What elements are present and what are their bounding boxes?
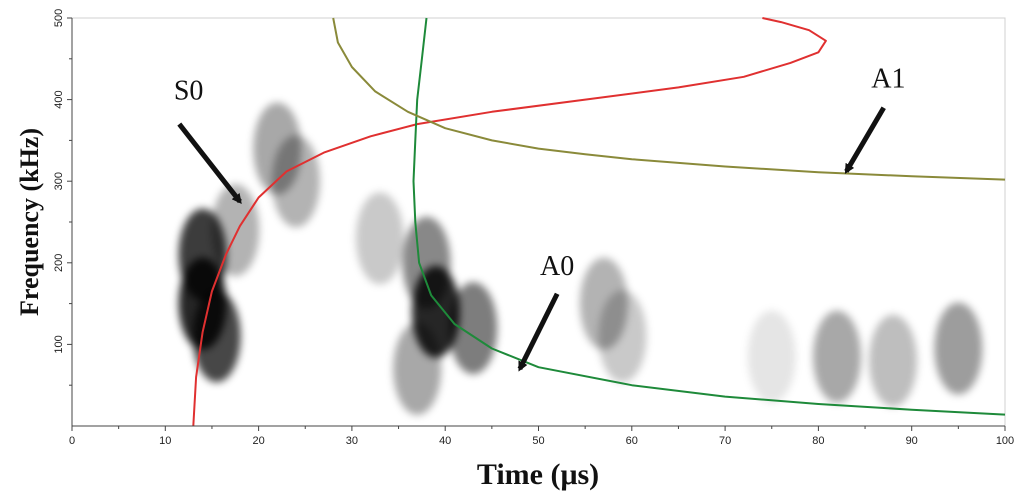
- spectrogram-blob-3: [211, 184, 260, 277]
- y-tick-label: 100: [53, 335, 65, 353]
- spectrogram-blob-8: [402, 216, 451, 309]
- y-tick-label: 500: [53, 9, 65, 27]
- x-tick-label: 60: [626, 435, 638, 447]
- x-tick-label: 100: [996, 435, 1014, 447]
- spectrogram-blob-13: [747, 310, 796, 403]
- x-tick-label: 0: [69, 435, 75, 447]
- spectrogram-blob-2: [192, 290, 241, 383]
- y-tick-label: 400: [53, 90, 65, 108]
- x-tick-label: 70: [719, 435, 731, 447]
- annotation-label-s0: S0: [174, 76, 204, 107]
- x-tick-label: 50: [532, 435, 544, 447]
- spectrogram-blob-15: [869, 314, 918, 407]
- x-tick-label: 90: [906, 435, 918, 447]
- x-tick-label: 10: [159, 435, 171, 447]
- spectrogram-blob-10: [393, 322, 442, 415]
- y-tick-label: 200: [53, 254, 65, 272]
- annotation-arrow-a0: [517, 292, 560, 372]
- spectrogram-blob-16: [934, 302, 983, 395]
- axes: 0 10 20 30 40 50 60 70 80 90 100 100 200 300 400 500: [53, 9, 1014, 447]
- annotation-arrow-a1: [844, 106, 886, 174]
- x-tick-label: 30: [346, 435, 358, 447]
- series-line-a1: [332, 17, 1006, 181]
- series-line-s0: [192, 17, 827, 427]
- spectrogram-blob-12: [598, 290, 647, 383]
- x-tick-label: 20: [252, 435, 264, 447]
- annotation-label-a0: A0: [540, 251, 574, 282]
- x-tick-label: 40: [439, 435, 451, 447]
- x-axis-title: Time (μs): [477, 458, 599, 491]
- x-tick-label: 80: [812, 435, 824, 447]
- spectrogram-blob-6: [355, 192, 404, 285]
- series-line-a0: [412, 17, 1006, 416]
- annotations: S0 A1 A0: [174, 63, 905, 372]
- dispersion-curves: [192, 17, 1006, 427]
- spectrogram-blob-5: [271, 135, 320, 228]
- y-axis-title: Frequency (kHz): [15, 128, 44, 316]
- annotation-label-a1: A1: [871, 63, 905, 94]
- annotation-arrow-s0: [177, 122, 242, 204]
- y-tick-label: 300: [53, 172, 65, 190]
- spectrogram-blob-9: [449, 282, 498, 375]
- spectrogram-blob-14: [813, 310, 862, 403]
- spectrogram-intensity: [178, 102, 983, 415]
